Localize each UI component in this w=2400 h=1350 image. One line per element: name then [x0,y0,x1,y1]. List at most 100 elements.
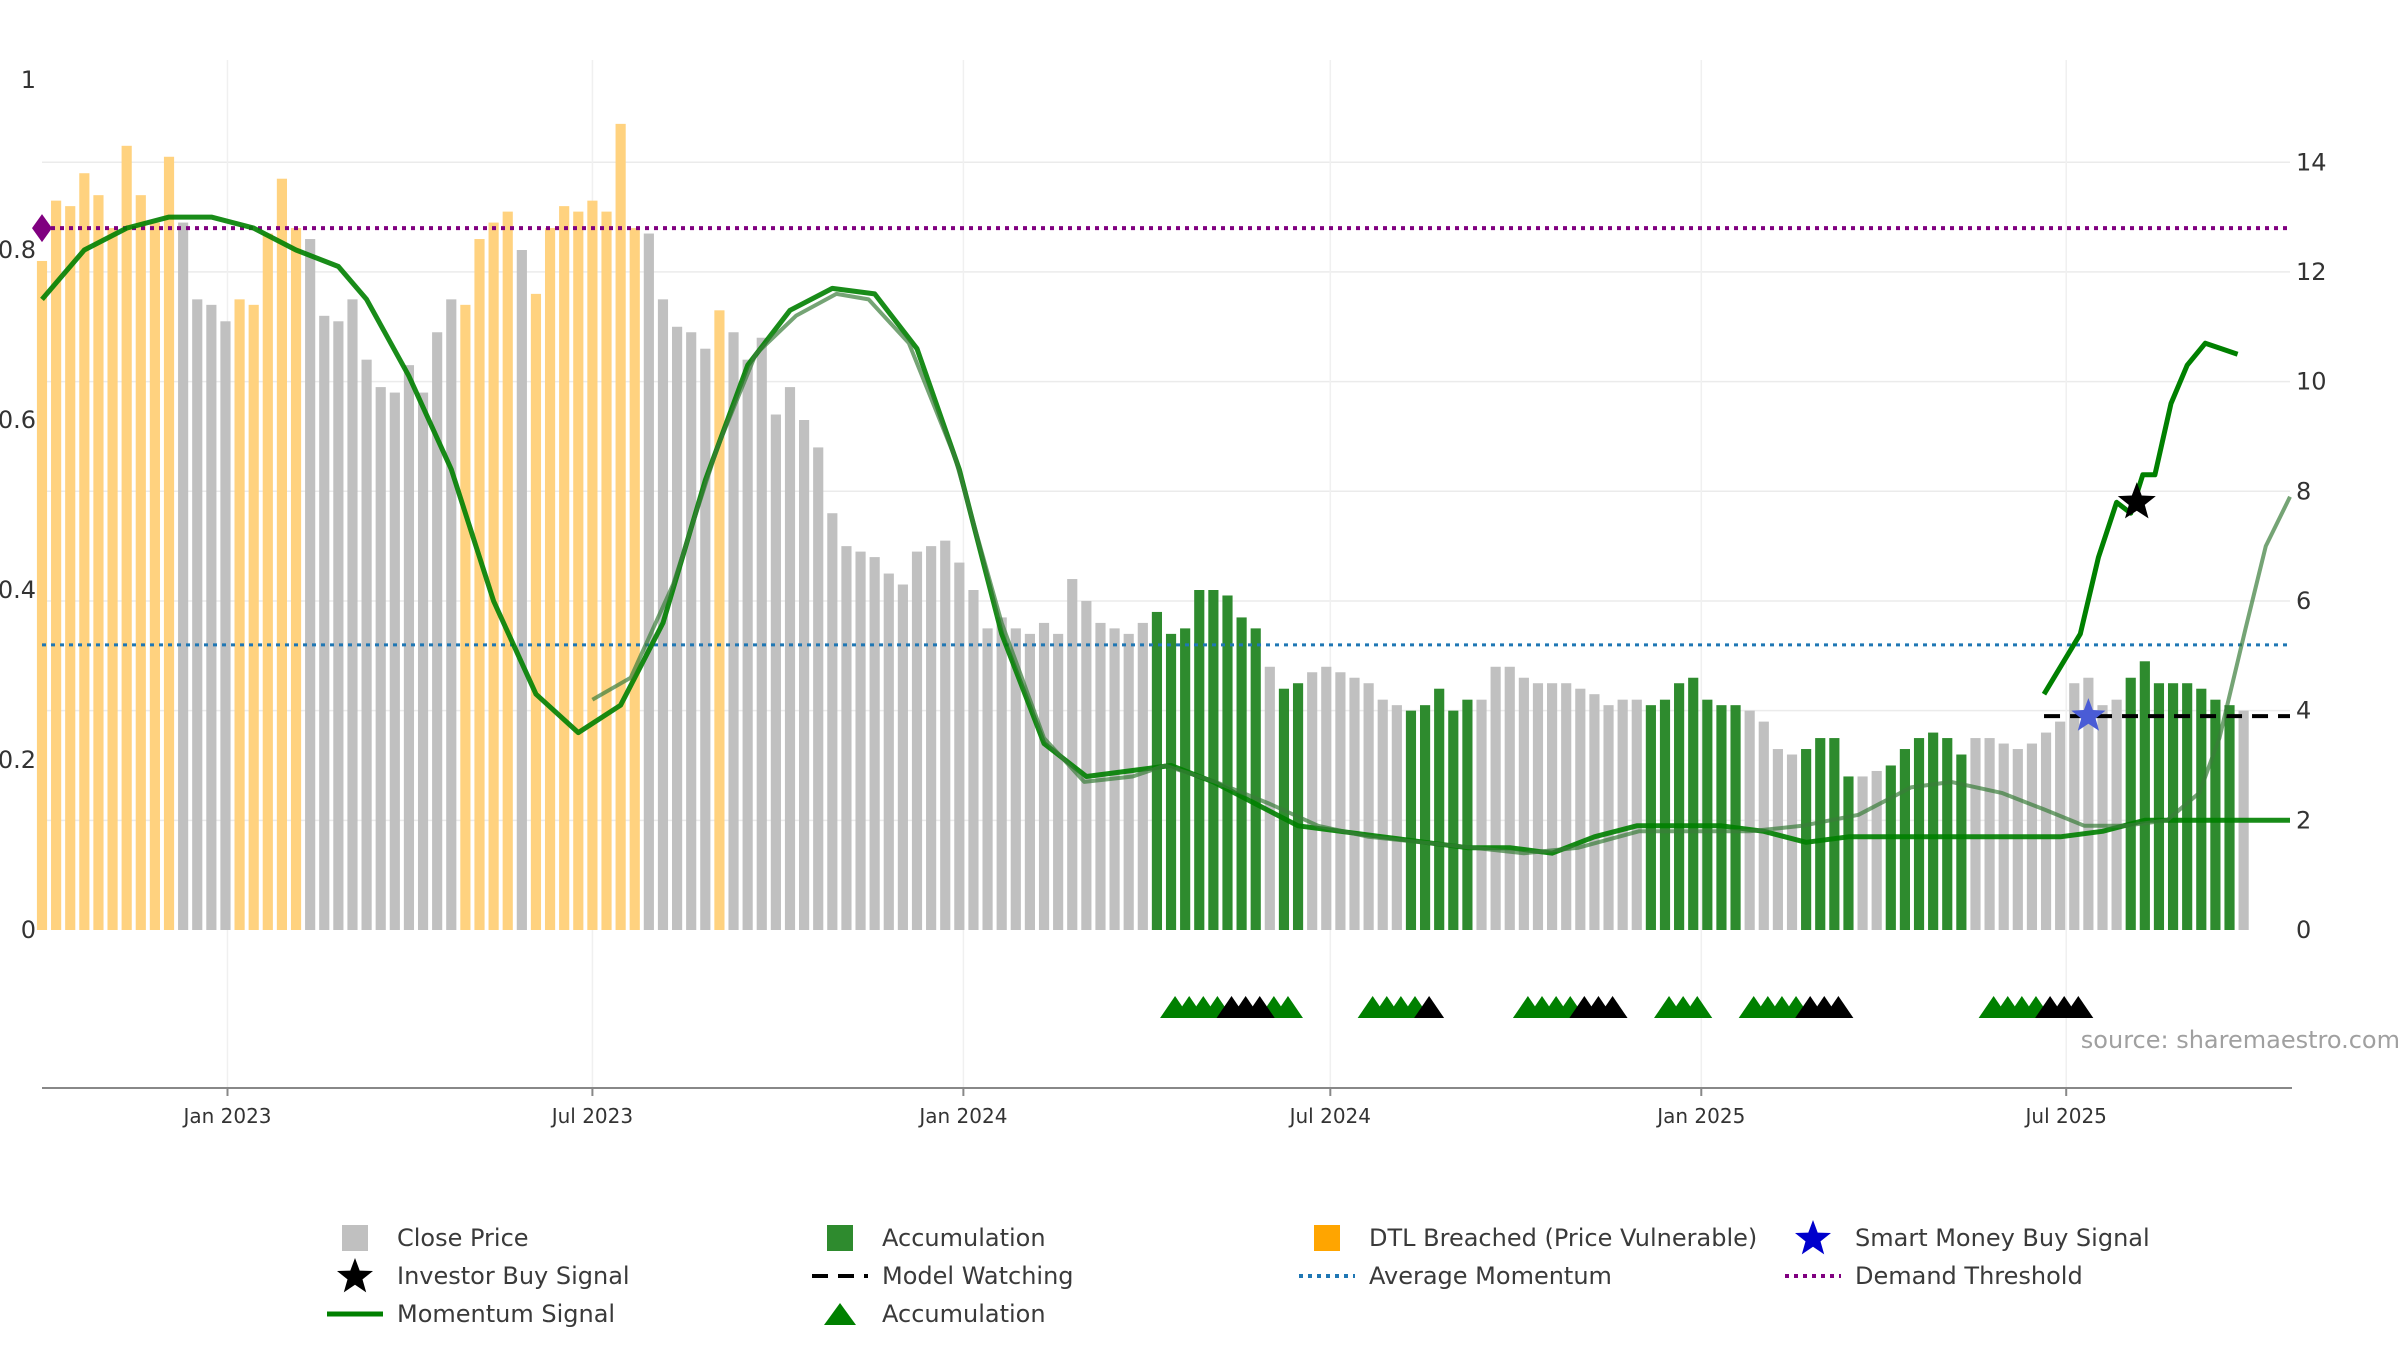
accumulation-bar [1829,738,1840,930]
accumulation-bar [1462,699,1473,930]
dtl-bar [163,156,175,931]
close-price-bar [389,392,400,930]
legend-label: Momentum Signal [397,1300,616,1328]
close-price-bar [813,447,824,930]
dtl-bar [149,222,160,931]
close-price-bar [516,250,527,930]
close-price-bar [940,540,951,930]
dtl-bar [262,233,273,930]
dtl-bar [573,211,584,930]
close-price-bar [432,332,443,930]
right-tick-label: 14 [2296,148,2327,176]
close-price-bar [1744,710,1755,930]
close-price-bar [784,387,796,930]
left-tick-label: 0.6 [0,406,36,434]
left-tick-label: 0 [21,916,36,944]
close-price-bar [1970,738,1981,930]
legend-label: Investor Buy Signal [397,1262,630,1290]
accumulation-bar [1180,628,1191,930]
close-price-bar [1772,749,1783,930]
close-price-bar [2012,749,2023,930]
accumulation-bar [1208,590,1219,930]
watching-triangle [1597,996,1628,1018]
close-price-bar [1053,633,1064,930]
close-price-bar [1603,705,1614,930]
x-tick-label: Jan 2023 [181,1104,271,1128]
axes: Jan 2023 Jul 2023 Jan 2024 Jul 2024 Jan 2025… [0,66,2327,1128]
close-price-bar [1561,683,1572,930]
close-price-bar [347,299,358,930]
dashed-line-icon [810,1258,870,1294]
accumulation-bar [1688,677,1699,930]
close-price-bar [2069,683,2080,930]
dtl-bar [460,304,471,930]
dtl-bar [135,195,146,931]
dtl-swatch [1297,1220,1357,1256]
dtl-bar [615,123,626,930]
close-price-bars [36,123,2249,931]
legend-item-smart-money: Smart Money Buy Signal [1783,1220,2150,1256]
right-tick-label: 8 [2296,477,2311,505]
legend-item-demand-threshold: Demand Threshold [1783,1258,2083,1294]
accumulation-bar [2210,699,2221,930]
legend: Close Price Accumulation DTL Breached (P… [0,1200,2400,1350]
right-tick-label: 6 [2296,587,2311,615]
close-price-bar [2040,732,2052,930]
x-tick-label: Jan 2025 [1655,1104,1745,1128]
left-tick-label: 1 [21,66,36,94]
x-tick-label: Jul 2024 [1288,1104,1371,1128]
dtl-bar [559,206,570,930]
accumulation-bar [1928,732,1939,930]
close-price-bar [926,546,937,930]
legend-item-close-price: Close Price [325,1220,529,1256]
legend-item-avg-momentum: Average Momentum [1297,1258,1612,1294]
accumulation-bar [1716,705,1727,930]
signal-lines [32,214,2292,856]
close-price-bar [192,299,203,930]
close-price-bar [1081,600,1092,930]
dtl-bar [714,310,725,930]
watching-triangle [1414,996,1445,1018]
solid-line-icon [325,1296,385,1332]
close-price-bar [2055,721,2066,930]
grid-lines [42,60,2290,1088]
accumulation-bar [1942,738,1953,930]
close-price-bar [403,365,415,931]
close-price-bar [728,332,739,930]
close-price-bar [2083,677,2094,930]
accumulation-swatch [810,1220,870,1256]
close-price-bar [1123,633,1134,930]
close-price-bar [417,392,429,930]
star-icon [325,1258,385,1294]
accumulation-bar [1659,699,1671,930]
legend-item-accumulation-bar: Accumulation [810,1220,1046,1256]
legend-label: Smart Money Buy Signal [1855,1224,2150,1252]
close-price-bar [686,332,697,930]
right-tick-label: 4 [2296,697,2311,725]
threshold-marker-icon [32,214,52,243]
accumulation-bar [1899,749,1910,930]
close-price-bar [220,321,231,931]
accumulation-bar [1419,705,1431,930]
accumulation-triangle [1272,996,1303,1018]
watching-triangle [1244,996,1275,1018]
dtl-bar [51,200,62,931]
left-tick-label: 0.4 [0,576,36,604]
dtl-bar [587,200,598,931]
accumulation-markers [1160,996,2094,1018]
accumulation-bar [1645,705,1656,930]
close-price-bar [1391,705,1402,930]
dtl-bar [234,299,245,930]
left-tick-label: 0.8 [0,236,36,264]
accumulation-bar [1674,683,1685,930]
close-price-bar [1589,694,1600,930]
close-price-bar [1758,721,1769,930]
right-tick-label: 0 [2296,916,2311,944]
close-price-bar [375,387,386,930]
star-icon [1783,1220,1843,1256]
close-price-bar [1504,666,1515,930]
close-price-bar [869,557,880,930]
close-price-bar [954,562,965,930]
close-price-bar [1631,699,1642,930]
close-price-bar [1984,738,1995,930]
